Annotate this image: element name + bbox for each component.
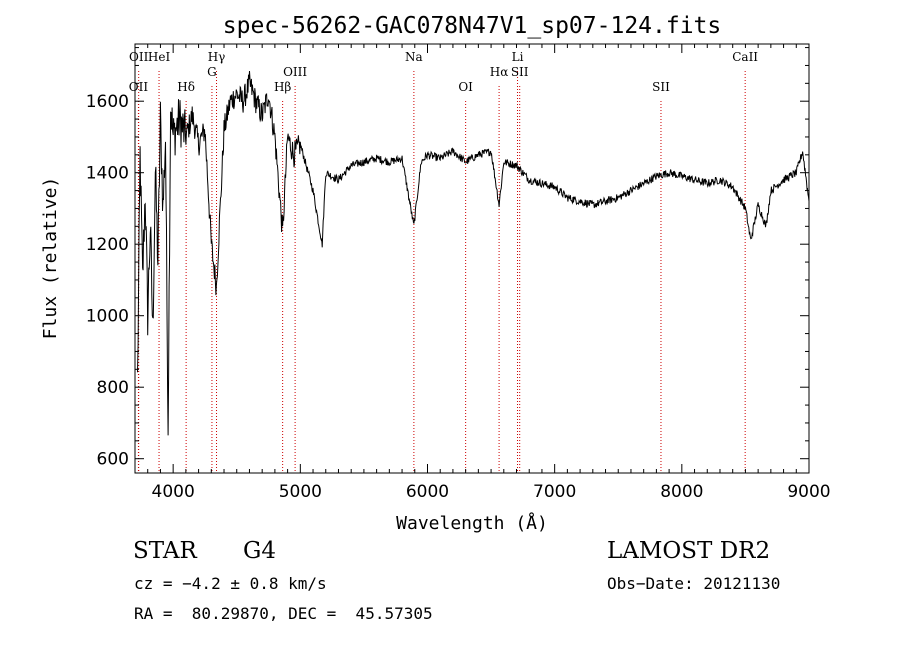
spectral-line-label-14: CaII: [732, 50, 758, 64]
spectral-line-label-4: Hγ: [208, 50, 226, 64]
x-tick-label: 6000: [406, 482, 449, 502]
spectral-line-label-6: Hβ: [274, 80, 291, 94]
x-tick-label: 4000: [152, 482, 195, 502]
y-tick-label: 1400: [86, 164, 129, 184]
object-subclass: G4: [243, 538, 277, 564]
observation-date: Obs−Date: 20121130: [607, 574, 781, 593]
y-tick-label: 600: [97, 450, 129, 470]
spectral-line-label-8: Na: [405, 50, 423, 64]
series-line-0: [137, 70, 810, 436]
spectral-line-label-13: SII: [652, 80, 670, 94]
spectral-line-label-5: G: [207, 65, 217, 79]
spectral-line-label-2: HeI: [148, 50, 171, 64]
y-tick-label: 1600: [86, 92, 129, 112]
survey-name: LAMOST DR2: [607, 538, 771, 564]
x-axis-label: Wavelength (Å): [396, 512, 548, 534]
spectral-line-label-10: Hα: [490, 65, 509, 79]
spectral-line-label-12: SII: [511, 65, 529, 79]
flux-series: [137, 70, 810, 436]
y-tick-label: 1000: [86, 307, 129, 327]
x-tick-label: 5000: [279, 482, 322, 502]
y-tick-label: 1200: [86, 235, 129, 255]
y-tick-label: 800: [97, 378, 129, 398]
spectral-line-label-1: OII: [129, 50, 149, 64]
spectral-line-label-3: Hδ: [177, 80, 195, 94]
coordinates: RA = 80.29870, DEC = 45.57305: [134, 604, 433, 623]
spectral-line-label-7: OIII: [283, 65, 307, 79]
spectral-line-label-11: Li: [512, 50, 524, 64]
chart-title: spec-56262-GAC078N47V1_sp07-124.fits: [223, 13, 722, 39]
object-class: STAR: [133, 538, 197, 564]
x-tick-label: 7000: [533, 482, 576, 502]
x-tick-label: 8000: [660, 482, 703, 502]
spectrum-chart: spec-56262-GAC078N47V1_sp07-124.fits OII…: [40, 13, 831, 534]
spectral-line-label-9: OI: [458, 80, 473, 94]
redshift-velocity: cz = −4.2 ± 0.8 km/s: [134, 574, 327, 593]
x-tick-label: 9000: [787, 482, 830, 502]
plot-frame: [134, 43, 810, 474]
y-axis: 600 800 1000 1200 1400 1600: [86, 47, 809, 470]
y-axis-label: Flux (relative): [40, 177, 61, 340]
x-axis: 4000 5000 6000 7000 8000 9000: [147, 44, 831, 502]
